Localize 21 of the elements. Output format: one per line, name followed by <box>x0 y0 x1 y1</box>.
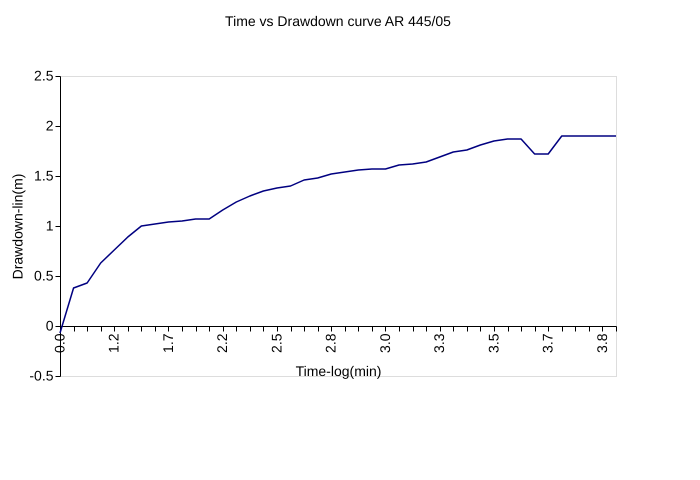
x-tick-label: 2.5 <box>268 333 284 353</box>
x-tick-label: 2.8 <box>322 333 339 353</box>
x-tick-label: 1.7 <box>160 333 176 353</box>
y-tick-label: -0.5 <box>29 368 54 384</box>
line-series <box>59 135 617 334</box>
x-tick-label: 3.7 <box>540 333 556 353</box>
y-tick-label: 0.5 <box>34 268 54 284</box>
x-tick-label: 3.8 <box>594 333 610 353</box>
y-axis-title: Drawdown-lin(m) <box>9 174 26 280</box>
y-tick-label: 2.5 <box>34 68 54 84</box>
y-tick-label: 0 <box>46 318 54 334</box>
y-tick-label: 1 <box>46 218 54 234</box>
x-tick-label: 2.2 <box>214 333 230 353</box>
chart-title: Time vs Drawdown curve AR 445/05 <box>225 13 452 29</box>
y-tick-label: 1.5 <box>34 168 54 184</box>
x-tick-label: 3.5 <box>485 333 502 353</box>
x-tick-label: 3.0 <box>376 333 393 353</box>
y-tick-label: 2 <box>46 118 54 134</box>
x-tick-label: 3.3 <box>431 333 448 353</box>
x-tick-label: 1.2 <box>106 333 122 353</box>
x-axis-title: Time-log(min) <box>296 362 382 379</box>
